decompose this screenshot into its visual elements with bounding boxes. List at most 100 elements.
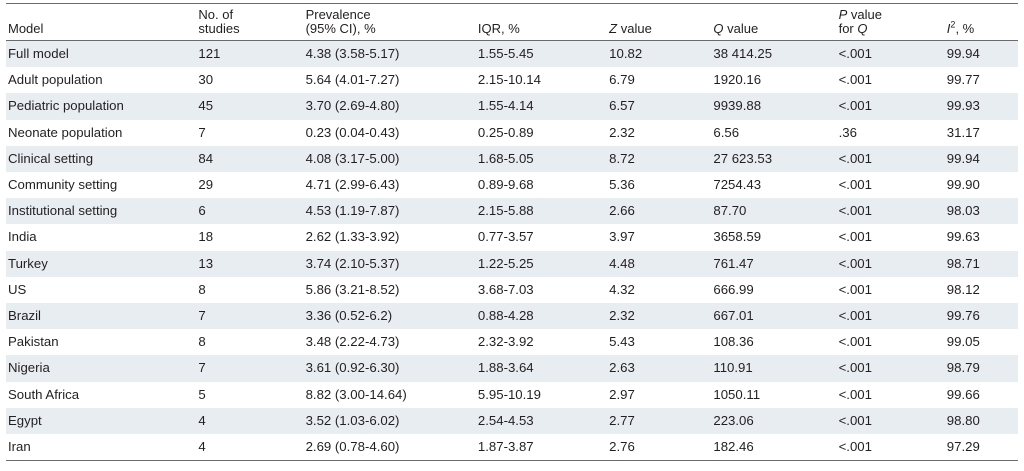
cell-prevalence: 2.69 (0.78-4.60) (303, 434, 476, 462)
cell-studies: 45 (196, 93, 304, 120)
cell-prevalence: 3.48 (2.22-4.73) (303, 329, 476, 356)
cell-prevalence: 4.08 (3.17-5.00) (303, 145, 476, 173)
cell-p-value: <.001 (836, 198, 945, 225)
cell-z-value: 2.63 (607, 355, 712, 382)
cell-q-value: 7254.43 (711, 172, 837, 199)
cell-model: Institutional setting (6, 198, 197, 225)
cell-model: Neonate population (6, 119, 197, 146)
cell-studies: 18 (196, 224, 304, 251)
header-studies: No. of studies (196, 3, 304, 41)
cell-model: Full model (6, 40, 197, 68)
cell-q-value: 38 414.25 (711, 40, 837, 68)
cell-i2: 97.29 (944, 434, 1018, 462)
cell-i2: 31.17 (944, 119, 1018, 146)
cell-i2: 98.79 (944, 355, 1018, 382)
table-row: Institutional setting 6 4.53 (1.19-7.87) 2.… (6, 198, 1018, 225)
cell-p-value: <.001 (836, 250, 945, 277)
cell-prevalence: 3.70 (2.69-4.80) (303, 93, 476, 120)
cell-p-value: <.001 (836, 93, 945, 120)
cell-prevalence: 3.36 (0.52-6.2) (303, 303, 476, 330)
cell-model: Iran (6, 434, 197, 462)
cell-studies: 7 (196, 303, 304, 330)
cell-iqr: 3.68-7.03 (475, 276, 608, 304)
cell-p-value: <.001 (836, 276, 945, 304)
cell-studies: 4 (196, 407, 304, 435)
cell-model: Community setting (6, 172, 197, 199)
cell-p-value: <.001 (836, 329, 945, 356)
cell-z-value: 2.66 (607, 198, 712, 225)
cell-i2: 99.76 (944, 303, 1018, 330)
cell-p-value: <.001 (836, 434, 945, 462)
cell-model: Pakistan (6, 329, 197, 356)
table-row: Neonate population 7 0.23 (0.04-0.43) 0.25-… (6, 119, 1018, 146)
cell-p-value: <.001 (836, 407, 945, 435)
cell-q-value: 6.56 (711, 119, 837, 146)
cell-iqr: 1.88-3.64 (475, 355, 608, 382)
table-row: India 18 2.62 (1.33-3.92) 0.77-3.57 3.97 3658… (6, 224, 1018, 251)
table-row: Egypt 4 3.52 (1.03-6.02) 2.54-4.53 2.77 223.0… (6, 407, 1018, 435)
table-header: Model No. of studies Prevalence (95% CI), … (6, 3, 1018, 41)
cell-p-value: <.001 (836, 224, 945, 251)
cell-i2: 99.94 (944, 145, 1018, 173)
cell-iqr: 1.55-5.45 (475, 40, 608, 68)
cell-iqr: 0.89-9.68 (475, 172, 608, 199)
cell-q-value: 223.06 (711, 407, 837, 435)
cell-studies: 7 (196, 355, 304, 382)
cell-model: Brazil (6, 303, 197, 330)
cell-p-value: .36 (836, 119, 945, 146)
cell-studies: 84 (196, 145, 304, 173)
cell-model: India (6, 224, 197, 251)
cell-iqr: 1.22-5.25 (475, 250, 608, 277)
cell-q-value: 9939.88 (711, 93, 837, 120)
cell-z-value: 8.72 (607, 145, 712, 173)
cell-z-value: 2.32 (607, 303, 712, 330)
cell-prevalence: 2.62 (1.33-3.92) (303, 224, 476, 251)
header-p-value: P value for Q (836, 3, 945, 41)
cell-i2: 99.66 (944, 381, 1018, 408)
cell-q-value: 110.91 (711, 355, 837, 382)
cell-iqr: 5.95-10.19 (475, 381, 608, 408)
table-row: Full model 121 4.38 (3.58-5.17) 1.55-5.45 10… (6, 40, 1018, 68)
cell-p-value: <.001 (836, 172, 945, 199)
cell-iqr: 1.87-3.87 (475, 434, 608, 462)
table-row: Pakistan 8 3.48 (2.22-4.73) 2.32-3.92 5.43 10… (6, 329, 1018, 356)
cell-q-value: 761.47 (711, 250, 837, 277)
cell-z-value: 6.57 (607, 93, 712, 120)
header-iqr: IQR, % (475, 3, 608, 41)
cell-i2: 99.94 (944, 40, 1018, 68)
cell-studies: 4 (196, 434, 304, 462)
cell-iqr: 0.77-3.57 (475, 224, 608, 251)
table-row: Nigeria 7 3.61 (0.92-6.30) 1.88-3.64 2.63 110… (6, 355, 1018, 382)
table-row: Pediatric population 45 3.70 (2.69-4.80) 1.… (6, 93, 1018, 120)
cell-studies: 7 (196, 119, 304, 146)
cell-p-value: <.001 (836, 145, 945, 173)
cell-z-value: 2.32 (607, 119, 712, 146)
cell-studies: 29 (196, 172, 304, 199)
cell-i2: 99.90 (944, 172, 1018, 199)
cell-p-value: <.001 (836, 303, 945, 330)
cell-prevalence: 4.53 (1.19-7.87) (303, 198, 476, 225)
header-q-value: Q value (711, 3, 837, 41)
cell-z-value: 4.48 (607, 250, 712, 277)
cell-model: US (6, 276, 197, 304)
cell-z-value: 6.79 (607, 67, 712, 94)
table-row: Turkey 13 3.74 (2.10-5.37) 1.22-5.25 4.48 761… (6, 250, 1018, 277)
header-prevalence: Prevalence (95% CI), % (303, 3, 476, 41)
cell-iqr: 0.25-0.89 (475, 119, 608, 146)
cell-z-value: 5.36 (607, 172, 712, 199)
cell-z-value: 5.43 (607, 329, 712, 356)
cell-model: Adult population (6, 67, 197, 94)
cell-studies: 30 (196, 67, 304, 94)
cell-i2: 99.93 (944, 93, 1018, 120)
cell-prevalence: 8.82 (3.00-14.64) (303, 381, 476, 408)
cell-q-value: 87.70 (711, 198, 837, 225)
cell-iqr: 1.68-5.05 (475, 145, 608, 173)
cell-model: South Africa (6, 381, 197, 408)
header-i2: I2, % (944, 3, 1018, 41)
cell-prevalence: 3.52 (1.03-6.02) (303, 407, 476, 435)
cell-z-value: 2.76 (607, 434, 712, 462)
cell-prevalence: 4.71 (2.99-6.43) (303, 172, 476, 199)
cell-model: Turkey (6, 250, 197, 277)
header-model: Model (6, 3, 197, 41)
